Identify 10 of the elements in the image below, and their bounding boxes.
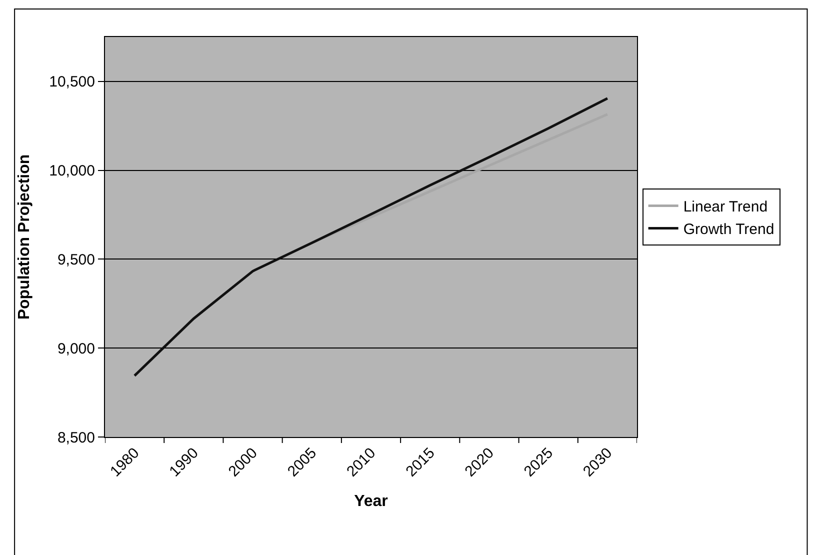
x-axis-title: Year	[354, 492, 388, 510]
legend-label: Growth Trend	[683, 221, 774, 238]
y-tick-label: 9,500	[57, 251, 95, 268]
y-tick-label: 9,000	[57, 340, 95, 358]
line-series	[133, 97, 609, 377]
y-axis-title: Population Projection	[16, 154, 34, 320]
y-tick-label: 10,000	[49, 162, 95, 180]
legend-label: Linear Trend	[683, 198, 768, 216]
y-tick-label: 8,500	[57, 429, 95, 446]
y-tick-label: 10,500	[49, 74, 95, 91]
